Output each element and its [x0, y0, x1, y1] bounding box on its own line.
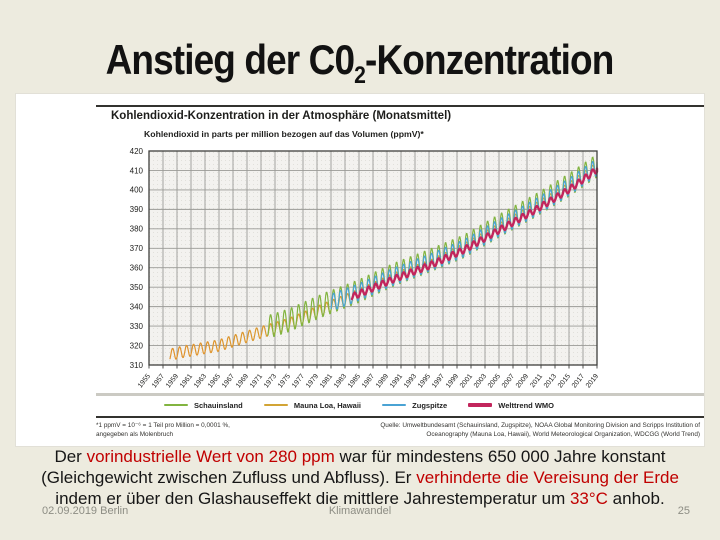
legend-line-swatch [263, 403, 288, 407]
svg-text:1955: 1955 [137, 373, 152, 390]
svg-text:2013: 2013 [543, 373, 558, 390]
divider-bottom [96, 416, 704, 418]
plain-text: (Gleichgewicht zwischen Zufluss und Abfl… [41, 468, 417, 487]
svg-text:2011: 2011 [529, 373, 544, 389]
svg-text:340: 340 [130, 302, 144, 311]
svg-text:380: 380 [130, 225, 144, 234]
title-prefix: Anstieg der C0 [106, 36, 355, 83]
svg-text:1989: 1989 [375, 373, 390, 390]
svg-text:2003: 2003 [473, 373, 488, 390]
svg-text:350: 350 [130, 283, 144, 292]
svg-text:1981: 1981 [319, 373, 334, 390]
svg-text:2017: 2017 [571, 373, 586, 390]
svg-text:1983: 1983 [333, 373, 348, 390]
svg-text:330: 330 [130, 322, 144, 331]
legend-item: Welttrend WMO [468, 401, 554, 410]
legend-line-swatch [468, 403, 493, 407]
svg-text:1971: 1971 [249, 373, 264, 390]
svg-text:1965: 1965 [207, 373, 222, 390]
legend-label: Welttrend WMO [498, 400, 554, 410]
svg-text:1961: 1961 [179, 373, 194, 390]
svg-text:1995: 1995 [417, 373, 432, 390]
svg-text:1999: 1999 [445, 373, 460, 390]
svg-text:1969: 1969 [235, 373, 250, 390]
svg-text:1957: 1957 [151, 373, 166, 390]
svg-text:2019: 2019 [585, 373, 600, 390]
slide-footer: 02.09.2019 Berlin Klimawandel 25 [0, 505, 720, 517]
page-number: 25 [677, 505, 690, 517]
svg-text:390: 390 [130, 205, 144, 214]
footer-topic: Klimawandel [328, 505, 392, 517]
body-line: Der vorindustrielle Wert von 280 ppm war… [0, 446, 720, 467]
svg-text:1979: 1979 [305, 373, 320, 390]
highlight-text: 33°C [569, 489, 608, 508]
slide-title-text: Anstieg der C02-Konzentration [106, 34, 615, 102]
divider-legend [96, 393, 704, 396]
legend-line-swatch [164, 403, 188, 407]
svg-text:2001: 2001 [459, 373, 474, 390]
svg-text:1991: 1991 [389, 373, 404, 390]
svg-text:320: 320 [130, 341, 144, 350]
co2-line-chart: 310 320 330 340 350 360 370 380 390 400 410 420 1955… [130, 147, 600, 390]
plain-text: war für mindestens 650 000 Jahre konstan… [334, 447, 666, 466]
svg-text:1973: 1973 [263, 373, 278, 390]
legend-item: Zugspitze [382, 401, 447, 410]
plain-text: Der [54, 447, 87, 466]
chart-source: Quelle: Umweltbundesamt (Schauinsland, Z… [380, 422, 700, 438]
svg-text:1993: 1993 [403, 373, 418, 390]
legend-line-swatch [382, 403, 407, 407]
title-subscript: 2 [354, 62, 367, 89]
svg-text:360: 360 [130, 264, 144, 273]
body-line: (Gleichgewicht zwischen Zufluss und Abfl… [0, 467, 720, 488]
plain-text: anhob. [607, 489, 665, 508]
highlight-text: verhinderte die Vereisung der Erde [416, 468, 679, 487]
legend-label: Zugspitze [412, 400, 448, 410]
legend-label: Mauna Loa, Hawaii [293, 400, 362, 410]
svg-text:2015: 2015 [557, 373, 572, 390]
chart-title: Kohlendioxid-Konzentration in der Atmosp… [111, 110, 452, 122]
svg-text:1975: 1975 [277, 373, 292, 390]
chart-legend: Schauinsland Mauna Loa, Hawaii Zugspitze We… [164, 398, 554, 412]
chart-footnote: *1 ppmV = 10⁻⁶ = 1 Teil pro Million = 0,… [96, 422, 230, 438]
slide-title: Anstieg der C02-Konzentration [0, 34, 720, 90]
svg-text:310: 310 [130, 361, 144, 370]
slide-body: Der vorindustrielle Wert von 280 ppm war… [0, 446, 720, 509]
svg-text:2005: 2005 [487, 373, 502, 390]
svg-text:1959: 1959 [165, 373, 180, 390]
title-suffix: -Konzentration [365, 36, 614, 83]
body-line: indem er über den Glashauseffekt die mit… [0, 488, 720, 509]
divider-top [96, 105, 704, 107]
svg-text:370: 370 [130, 244, 144, 253]
legend-item: Schauinsland [164, 401, 243, 410]
svg-text:1963: 1963 [193, 373, 208, 390]
chart-subtitle: Kohlendioxid in parts per million bezoge… [144, 129, 424, 139]
legend-label: Schauinsland [194, 400, 243, 410]
svg-text:1985: 1985 [347, 373, 362, 390]
svg-text:1977: 1977 [291, 373, 306, 390]
legend-item: Mauna Loa, Hawaii [263, 400, 362, 410]
chart-panel: Kohlendioxid-Konzentration in der Atmosp… [15, 93, 705, 447]
svg-text:2007: 2007 [501, 373, 516, 390]
svg-text:410: 410 [130, 166, 144, 175]
svg-text:420: 420 [130, 147, 144, 156]
svg-text:1967: 1967 [221, 373, 236, 390]
highlight-text: vorindustrielle Wert von 280 ppm [86, 447, 335, 466]
footer-date: 02.09.2019 Berlin [42, 505, 129, 517]
svg-text:1997: 1997 [431, 373, 446, 390]
svg-text:1987: 1987 [361, 373, 376, 390]
plain-text: indem er über den Glashauseffekt die mit… [55, 489, 570, 508]
svg-text:2009: 2009 [515, 373, 530, 390]
svg-text:400: 400 [130, 186, 144, 195]
